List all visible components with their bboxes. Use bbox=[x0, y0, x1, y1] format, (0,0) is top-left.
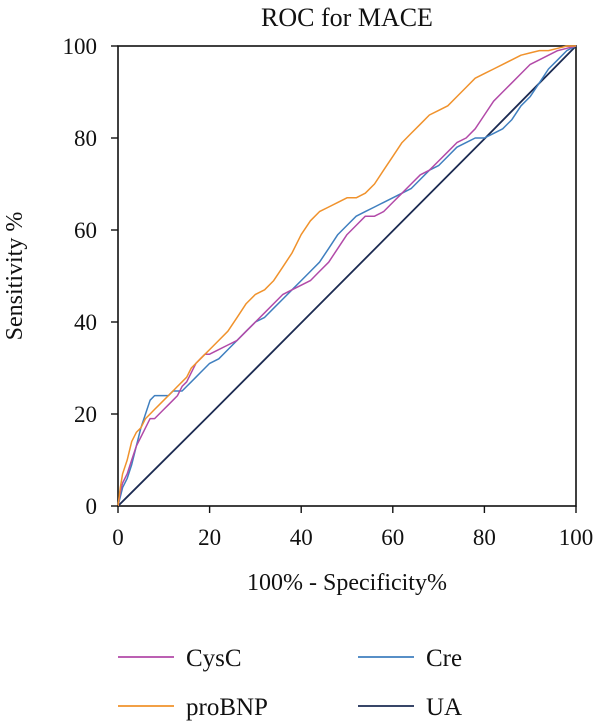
x-tick-label: 80 bbox=[473, 525, 496, 550]
y-tick-label: 0 bbox=[86, 494, 98, 519]
x-axis-ticks: 0 20 40 60 80 100 bbox=[112, 506, 593, 550]
plot-area: 0 20 40 60 80 100 0 20 40 60 80 100 bbox=[63, 34, 594, 550]
x-axis-title: 100% - Specificity% bbox=[247, 570, 447, 596]
plot-frame bbox=[117, 45, 577, 507]
series-line-cysc bbox=[117, 45, 577, 507]
y-axis-title: Sensitivity % bbox=[2, 212, 28, 341]
y-axis-ticks: 0 20 40 60 80 100 bbox=[63, 34, 118, 519]
legend-item-probnp: proBNP bbox=[118, 694, 268, 721]
y-tick-label: 60 bbox=[74, 218, 97, 243]
x-tick-label: 60 bbox=[381, 525, 404, 550]
y-tick-label: 80 bbox=[74, 126, 97, 151]
y-tick-label: 20 bbox=[74, 402, 97, 427]
legend: CysC Cre proBNP UA bbox=[118, 645, 462, 721]
legend-label: Cre bbox=[426, 645, 462, 672]
x-tick-label: 0 bbox=[112, 525, 124, 550]
series-lines bbox=[117, 45, 577, 507]
legend-item-cre: Cre bbox=[358, 645, 462, 672]
chart-title: ROC for MACE bbox=[261, 3, 433, 32]
legend-item-cysc: CysC bbox=[118, 645, 242, 672]
legend-item-ua: UA bbox=[358, 694, 462, 721]
series-line-probnp bbox=[117, 45, 576, 507]
series-line-ua bbox=[117, 45, 577, 507]
y-tick-label: 40 bbox=[74, 310, 97, 335]
legend-label: proBNP bbox=[186, 694, 268, 721]
y-tick-label: 100 bbox=[63, 34, 98, 59]
x-tick-label: 20 bbox=[198, 525, 221, 550]
x-tick-label: 100 bbox=[559, 525, 594, 550]
legend-label: UA bbox=[426, 694, 462, 721]
legend-label: CysC bbox=[186, 645, 242, 672]
series-line-cre bbox=[117, 45, 577, 507]
x-tick-label: 40 bbox=[290, 525, 313, 550]
